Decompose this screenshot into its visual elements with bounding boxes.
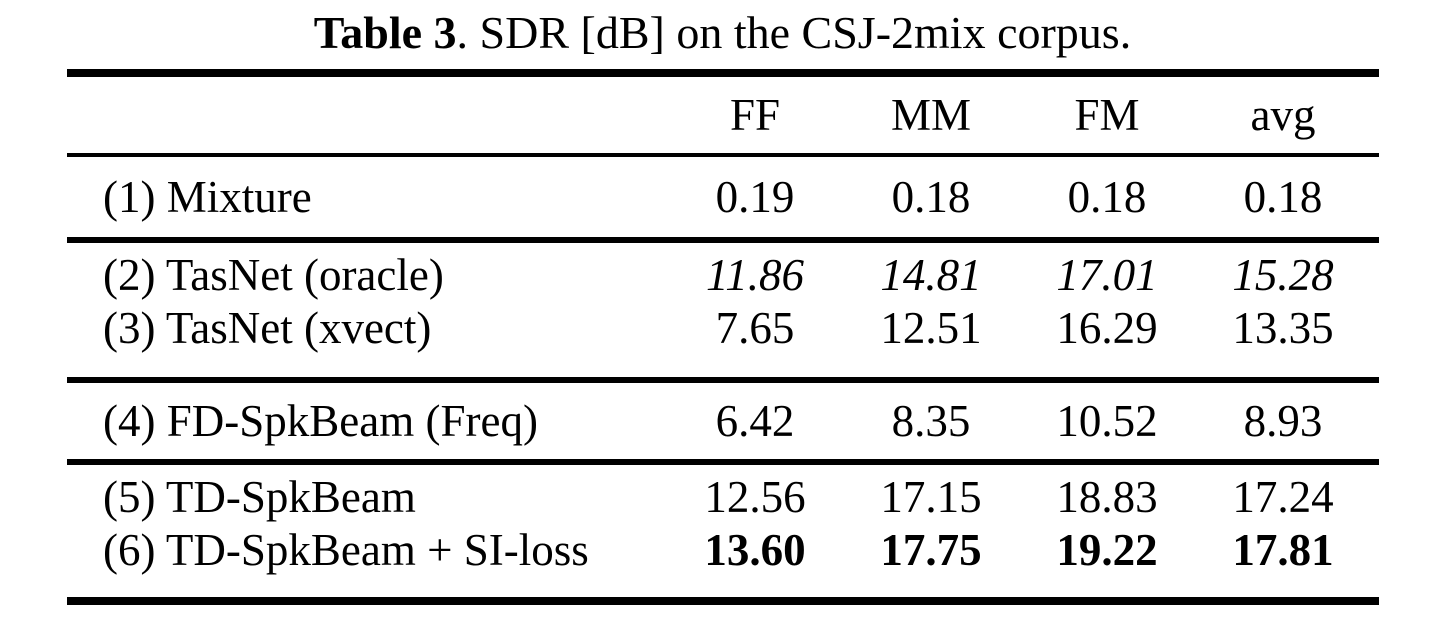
section-fd-spkbeam: (4) FD-SpkBeam (Freq) 6.42 8.35 10.52 8.… [67,383,1379,459]
row-label: (6) TD-SpkBeam + SI-loss [103,525,589,575]
row-label: (1) Mixture [103,171,312,222]
cell-avg: 13.35 [1232,303,1334,353]
cell-fm: 19.22 [1056,525,1158,575]
row-label: (2) TasNet (oracle) [103,250,444,300]
cell-mm: 17.75 [880,525,982,575]
cell-ff: 13.60 [704,525,806,575]
cell-fm: 0.18 [1067,171,1147,222]
cell-ff: 0.19 [715,171,795,222]
cell-mm: 12.51 [880,303,982,353]
table-row-td-spkbeam: (5) TD-SpkBeam 12.56 17.15 18.83 17.24 [67,471,1379,524]
bottom-rule [67,597,1379,605]
cell-avg: 17.24 [1232,472,1334,522]
cell-ff: 12.56 [704,472,806,522]
header-rule [67,153,1379,157]
column-header-ff: FF [729,89,781,140]
cell-fm: 10.52 [1056,395,1158,446]
section-tasnet: (2) TasNet (oracle) 11.86 14.81 17.01 15… [67,243,1379,377]
table-row-tasnet-xvect: (3) TasNet (xvect) 7.65 12.51 16.29 13.3… [67,302,1379,355]
row-label: (4) FD-SpkBeam (Freq) [103,395,538,446]
row-label: (5) TD-SpkBeam [103,472,416,522]
results-table: FF MM FM avg (1) Mixture 0.19 0.18 0.18 … [67,69,1379,605]
section-rule-3 [67,459,1379,465]
row-label: (3) TasNet (xvect) [103,303,432,353]
cell-fm: 16.29 [1056,303,1158,353]
cell-ff: 6.42 [715,395,795,446]
column-header-fm: FM [1074,89,1140,140]
table-row-td-spkbeam-si-loss: (6) TD-SpkBeam + SI-loss 13.60 17.75 19.… [67,524,1379,577]
cell-avg: 15.28 [1232,250,1334,300]
section-rule-1 [67,237,1379,243]
cell-fm: 17.01 [1056,250,1158,300]
cell-mm: 14.81 [880,250,982,300]
cell-ff: 7.65 [715,303,795,353]
table-row-mixture: (1) Mixture 0.19 0.18 0.18 0.18 [67,171,1379,224]
table-caption: Table 3. SDR [dB] on the CSJ-2mix corpus… [0,0,1445,64]
header-section: FF MM FM avg [67,77,1379,153]
section-td-spkbeam: (5) TD-SpkBeam 12.56 17.15 18.83 17.24 (… [67,465,1379,597]
column-header-avg: avg [1250,89,1316,140]
section-rule-2 [67,377,1379,383]
cell-mm: 17.15 [880,472,982,522]
section-mixture: (1) Mixture 0.19 0.18 0.18 0.18 [67,157,1379,237]
cell-mm: 8.35 [891,395,971,446]
cell-mm: 0.18 [891,171,971,222]
column-header-mm: MM [890,89,972,140]
cell-ff: 11.86 [706,250,804,300]
table-caption-text: . SDR [dB] on the CSJ-2mix corpus. [456,6,1132,58]
cell-avg: 0.18 [1243,171,1323,222]
cell-avg: 17.81 [1232,525,1334,575]
top-rule [67,69,1379,77]
header-row: FF MM FM avg [67,89,1379,142]
cell-fm: 18.83 [1056,472,1158,522]
table-row-tasnet-oracle: (2) TasNet (oracle) 11.86 14.81 17.01 15… [67,249,1379,302]
table-row-fd-spkbeam: (4) FD-SpkBeam (Freq) 6.42 8.35 10.52 8.… [67,395,1379,448]
cell-avg: 8.93 [1243,395,1323,446]
table-caption-number: Table 3 [313,6,457,58]
